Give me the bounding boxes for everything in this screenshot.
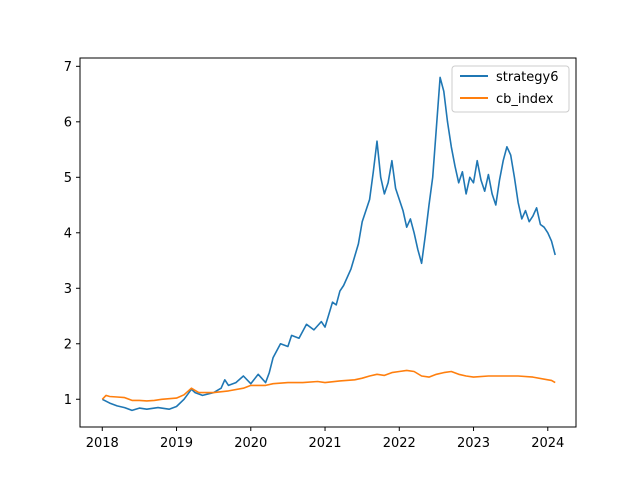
x-tick-label: 2022 <box>383 436 416 451</box>
legend-label-cb-index: cb_index <box>496 92 554 107</box>
y-tick-label: 3 <box>64 282 72 297</box>
legend: strategy6 cb_index <box>451 65 570 113</box>
y-tick-label: 5 <box>64 171 72 186</box>
x-tick-label: 2018 <box>86 436 119 451</box>
x-tick-label: 2023 <box>457 436 490 451</box>
x-axis: 2018 2019 2020 2021 2022 2023 2024 <box>86 427 564 451</box>
x-tick-label: 2024 <box>531 436 564 451</box>
series-layer <box>101 76 556 412</box>
y-tick-label: 7 <box>64 60 72 75</box>
x-tick-label: 2019 <box>160 436 193 451</box>
series-line-strategy6 <box>101 76 556 412</box>
y-tick-label: 4 <box>64 226 72 241</box>
y-tick-label: 1 <box>64 393 72 408</box>
x-tick-label: 2021 <box>308 436 341 451</box>
series-line-cb-index <box>101 369 556 402</box>
x-tick-label: 2020 <box>234 436 267 451</box>
y-tick-label: 6 <box>64 115 72 130</box>
y-tick-label: 2 <box>64 337 72 352</box>
plot-area-frame <box>79 57 577 428</box>
y-axis: 1 2 3 4 5 6 7 <box>64 60 80 408</box>
legend-box <box>451 65 570 113</box>
legend-label-strategy6: strategy6 <box>496 70 559 85</box>
